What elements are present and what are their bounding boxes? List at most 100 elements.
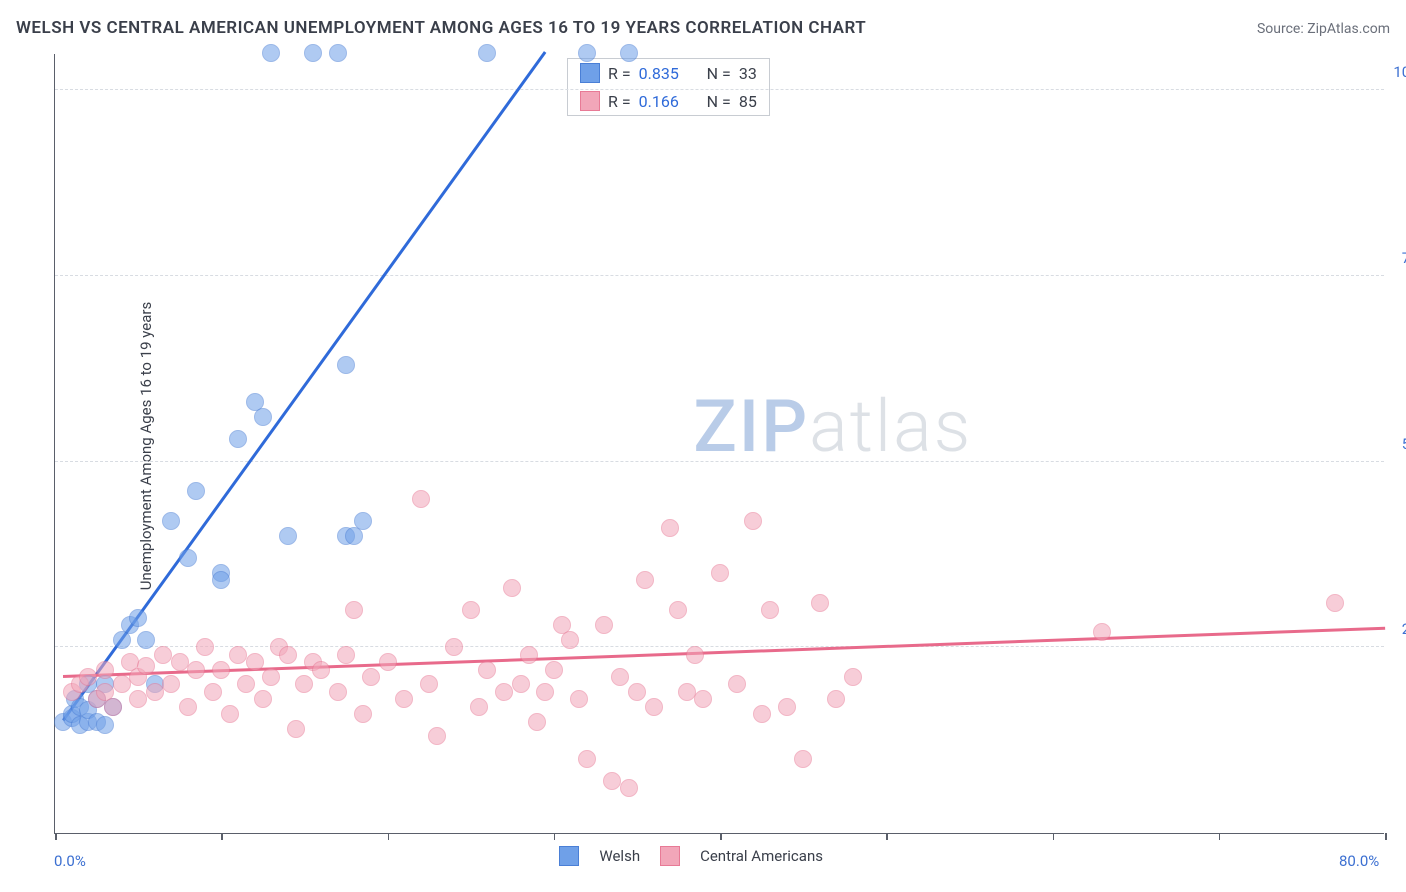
data-point (744, 512, 762, 530)
data-point (262, 44, 280, 62)
data-point (96, 716, 114, 734)
data-point (229, 430, 247, 448)
r-value: 0.166 (639, 92, 689, 111)
data-point (104, 698, 122, 716)
data-point (470, 698, 488, 716)
n-label: N = (707, 92, 731, 111)
data-point (561, 631, 579, 649)
data-point (204, 683, 222, 701)
data-point (578, 44, 596, 62)
data-point (827, 690, 845, 708)
data-point (728, 675, 746, 693)
data-point (229, 646, 247, 664)
data-point (304, 44, 322, 62)
data-point (212, 661, 230, 679)
data-point (761, 601, 779, 619)
data-point (187, 482, 205, 500)
data-point (428, 727, 446, 745)
data-point (379, 653, 397, 671)
x-axis-label: 0.0% (54, 852, 86, 870)
r-value: 0.835 (639, 64, 689, 83)
data-point (844, 668, 862, 686)
x-tick (1219, 833, 1221, 840)
data-point (420, 675, 438, 693)
data-point (354, 705, 372, 723)
series-legend: Welsh Central Americans (559, 846, 823, 866)
data-point (669, 601, 687, 619)
data-point (295, 675, 313, 693)
legend-swatch (660, 846, 680, 866)
data-point (503, 579, 521, 597)
data-point (362, 668, 380, 686)
source-attribution: Source: ZipAtlas.com (1257, 21, 1390, 37)
data-point (528, 713, 546, 731)
data-point (636, 571, 654, 589)
stats-legend-row: R =0.835N =33 (568, 59, 769, 87)
y-tick-label: 25.0% (1387, 620, 1406, 638)
data-point (570, 690, 588, 708)
legend-label: Welsh (599, 847, 640, 865)
data-point (279, 646, 297, 664)
data-point (179, 698, 197, 716)
data-point (462, 601, 480, 619)
data-point (129, 609, 147, 627)
y-tick-label: 100.0% (1387, 63, 1406, 81)
data-point (578, 750, 596, 768)
data-point (686, 646, 704, 664)
data-point (395, 690, 413, 708)
chart-title: WELSH VS CENTRAL AMERICAN UNEMPLOYMENT A… (16, 18, 866, 38)
data-point (1326, 594, 1344, 612)
data-point (337, 356, 355, 374)
plot-area: ZIPatlas R =0.835N =33R =0.166N =85 25.0… (54, 54, 1384, 834)
y-tick-label: 50.0% (1387, 435, 1406, 453)
gridline-h (55, 646, 1384, 647)
y-tick-label: 75.0% (1387, 249, 1406, 267)
data-point (187, 661, 205, 679)
data-point (171, 653, 189, 671)
data-point (162, 675, 180, 693)
data-point (329, 44, 347, 62)
data-point (279, 527, 297, 545)
gridline-h (55, 89, 1384, 90)
x-tick (388, 833, 390, 840)
data-point (545, 661, 563, 679)
data-point (678, 683, 696, 701)
data-point (778, 698, 796, 716)
x-axis-label: 80.0% (1339, 852, 1379, 870)
data-point (753, 705, 771, 723)
data-point (287, 720, 305, 738)
data-point (137, 657, 155, 675)
x-tick (55, 833, 57, 840)
data-point (811, 594, 829, 612)
data-point (536, 683, 554, 701)
data-point (495, 683, 513, 701)
data-point (694, 690, 712, 708)
data-point (603, 772, 621, 790)
data-point (611, 668, 629, 686)
x-tick (886, 833, 888, 840)
data-point (478, 661, 496, 679)
data-point (412, 490, 430, 508)
legend-swatch (580, 91, 600, 111)
data-point (645, 698, 663, 716)
data-point (254, 690, 272, 708)
data-point (129, 690, 147, 708)
x-tick (221, 833, 223, 840)
watermark-light: atlas (809, 384, 972, 469)
data-point (445, 638, 463, 656)
data-point (354, 512, 372, 530)
legend-label: Central Americans (700, 847, 823, 865)
data-point (512, 675, 530, 693)
n-value: 33 (739, 64, 757, 83)
watermark-bold: ZIP (693, 384, 809, 469)
x-tick (554, 833, 556, 840)
data-point (1093, 623, 1111, 641)
x-tick (1053, 833, 1055, 840)
trendline-central-americans (63, 626, 1385, 677)
data-point (179, 549, 197, 567)
data-point (711, 564, 729, 582)
data-point (154, 646, 172, 664)
data-point (113, 675, 131, 693)
data-point (620, 44, 638, 62)
chart-container: WELSH VS CENTRAL AMERICAN UNEMPLOYMENT A… (0, 0, 1406, 892)
